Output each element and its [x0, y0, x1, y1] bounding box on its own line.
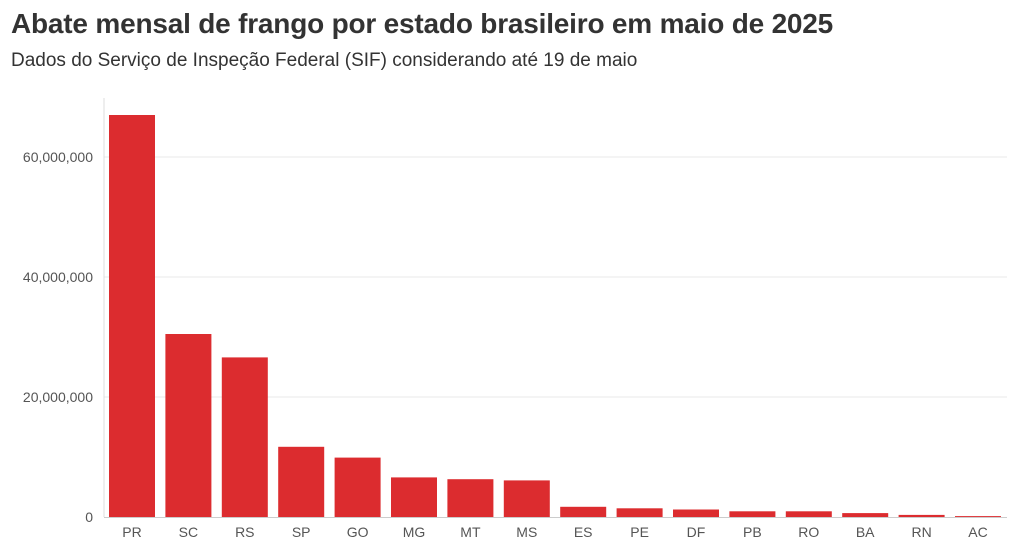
y-tick-label: 20,000,000	[23, 389, 93, 405]
x-tick-labels: PR SC RS SP GO MG MT MS ES PE DF PB RO BA RN AC	[122, 524, 987, 540]
y-tick-labels: 0 20,000,000 40,000,000 60,000,000	[23, 149, 93, 525]
x-tick-label: AC	[968, 524, 987, 540]
bar-pr	[109, 115, 155, 517]
bar-go	[335, 458, 381, 517]
bar-ac	[955, 516, 1001, 517]
bars	[109, 115, 1001, 517]
x-tick-label: MG	[403, 524, 426, 540]
x-tick-label: ES	[574, 524, 593, 540]
x-tick-label: BA	[856, 524, 875, 540]
x-tick-label: RN	[911, 524, 931, 540]
x-tick-label: DF	[687, 524, 706, 540]
bar-pb	[729, 511, 775, 517]
bar-df	[673, 510, 719, 518]
x-tick-label: SC	[179, 524, 198, 540]
bar-ms	[504, 480, 550, 517]
y-tick-label: 60,000,000	[23, 149, 93, 165]
bar-mg	[391, 477, 437, 517]
x-tick-label: PB	[743, 524, 762, 540]
bar-pe	[617, 508, 663, 517]
x-tick-label: PR	[122, 524, 141, 540]
x-tick-label: GO	[347, 524, 369, 540]
x-tick-label: MT	[460, 524, 481, 540]
bar-ro	[786, 511, 832, 517]
bar-es	[560, 507, 606, 517]
x-tick-label: MS	[516, 524, 537, 540]
bar-sc	[165, 334, 211, 517]
y-tick-label: 0	[85, 509, 93, 525]
x-tick-label: PE	[630, 524, 649, 540]
bar-mt	[447, 479, 493, 517]
x-tick-label: SP	[292, 524, 311, 540]
x-tick-label: RS	[235, 524, 254, 540]
bar-rs	[222, 357, 268, 517]
x-tick-label: RO	[798, 524, 819, 540]
bar-rn	[899, 515, 945, 517]
bar-sp	[278, 447, 324, 517]
y-tick-label: 40,000,000	[23, 269, 93, 285]
bar-ba	[842, 513, 888, 517]
